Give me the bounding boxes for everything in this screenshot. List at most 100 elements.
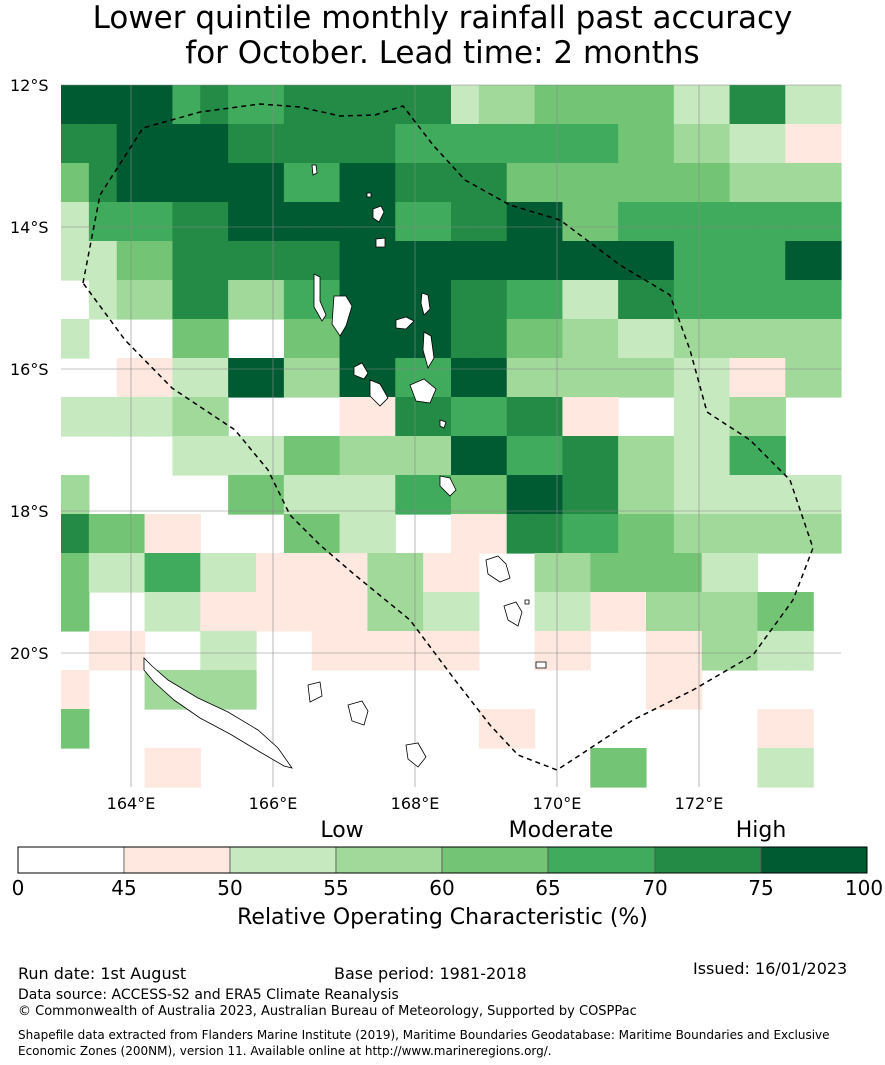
grid-cell [562, 163, 591, 203]
grid-cell [395, 553, 424, 593]
grid-cell [367, 241, 396, 281]
grid-cell [506, 475, 536, 515]
grid-cell [283, 163, 313, 203]
grid-cell [478, 436, 508, 476]
colorbar-tick: 65 [535, 876, 561, 900]
grid-cell [367, 592, 396, 632]
grid-cell [339, 241, 369, 281]
lon-label-172e: 172°E [674, 794, 724, 813]
grid-cell [506, 319, 536, 359]
grid-cell [673, 241, 703, 281]
grid-cell [451, 436, 480, 476]
grid-cell [506, 358, 536, 398]
grid-cell [395, 280, 424, 320]
lon-label-170e: 170°E [532, 794, 582, 813]
colorbar-frame [17, 846, 868, 874]
grid-cell [172, 436, 201, 476]
grid-cell [590, 436, 619, 476]
grid-cell [813, 319, 842, 359]
grid-cell [729, 514, 759, 554]
grid-cell [144, 124, 174, 164]
grid-cell [451, 553, 480, 593]
grid-cell [646, 319, 675, 359]
grid-cell [423, 124, 452, 164]
grid-cell [339, 436, 369, 476]
grid-cell [144, 241, 174, 281]
grid-cell [200, 124, 229, 164]
shapefile-note: Shapefile data extracted from Flanders M… [18, 1028, 830, 1058]
grid-cell [590, 280, 619, 320]
grid-cell [729, 631, 759, 671]
grid-cell [534, 358, 564, 398]
grid-cell [61, 514, 90, 554]
grid-cell [506, 241, 536, 281]
grid-cell [88, 124, 118, 164]
grid-cell [339, 514, 369, 554]
grid-cell [172, 202, 201, 242]
grid-cell [673, 163, 703, 203]
copyright: © Commonwealth of Australia 2023, Austra… [18, 1004, 637, 1019]
grid-cell [534, 241, 564, 281]
grid-cell [729, 163, 759, 203]
grid-cell [757, 514, 786, 554]
grid-cell [534, 280, 564, 320]
grid-cell [562, 280, 591, 320]
grid-cell [646, 475, 675, 515]
grid-cell [506, 436, 536, 476]
grid-cell [256, 280, 285, 320]
grid-cell [88, 163, 118, 203]
grid-cell [478, 85, 508, 125]
grid-cell [88, 85, 118, 125]
grid-cell [785, 748, 814, 788]
grid-cell [785, 241, 814, 281]
grid-cell [367, 475, 396, 515]
grid-cell [367, 280, 396, 320]
grid-cell [673, 319, 703, 359]
grid-cell [283, 280, 313, 320]
grid-cell [395, 397, 424, 437]
grid-cell [785, 319, 814, 359]
grid-cell [506, 514, 536, 554]
grid-cell [61, 475, 90, 515]
grid-cell [200, 358, 229, 398]
grid-cell [367, 553, 396, 593]
grid-cell [256, 553, 285, 593]
base-period: Base period: 1981-2018 [334, 964, 527, 983]
colorbar-segment [335, 846, 443, 874]
grid-cell [757, 124, 786, 164]
grid-cell [451, 358, 480, 398]
grid-cell [534, 319, 564, 359]
grid-cell [423, 436, 452, 476]
grid-cell [506, 85, 536, 125]
colorbar-tick: 75 [748, 876, 774, 900]
grid-cell [311, 514, 341, 554]
grid-cell [395, 631, 424, 671]
grid-cell [646, 631, 675, 671]
grid-cell [256, 202, 285, 242]
grid-cell [673, 124, 703, 164]
grid-cell [311, 631, 341, 671]
grid-cell [395, 124, 424, 164]
grid-cell [61, 319, 90, 359]
colorbar-tick: 55 [323, 876, 349, 900]
grid-cell [757, 280, 786, 320]
grid-cell [618, 514, 647, 554]
grid-cell [423, 85, 452, 125]
grid-cell [618, 280, 647, 320]
grid-cell [646, 241, 675, 281]
grid-cell [451, 592, 480, 632]
grid-cell [61, 397, 90, 437]
grid-cell [813, 241, 842, 281]
grid-cell [283, 124, 313, 164]
grid-cell [757, 592, 786, 632]
grid-cell [646, 670, 675, 710]
grid-cell [562, 124, 591, 164]
grid-cell [423, 592, 452, 632]
colorbar-tick: 0 [11, 876, 25, 900]
grid-cell [311, 241, 341, 281]
grid-cell [590, 514, 619, 554]
lat-label-16s: 16°S [10, 360, 49, 379]
category-low: Low [320, 818, 364, 843]
grid-cell [367, 124, 396, 164]
grid-cell [590, 85, 619, 125]
